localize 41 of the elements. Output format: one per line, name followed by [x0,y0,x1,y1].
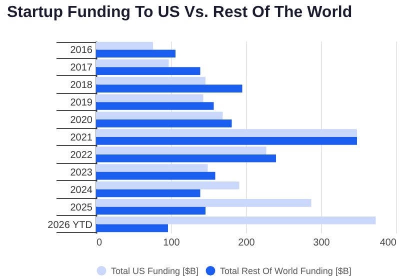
bar [96,120,232,128]
bar [96,112,223,120]
legend-label: Total Rest Of World Funding [$B] [220,266,352,276]
bar [96,84,242,92]
x-tick-label: 400 [380,238,397,248]
bar [96,154,276,162]
bar [96,206,206,215]
bar [96,146,266,154]
y-tick-label: 2020 [70,115,93,126]
y-tick-label: 2021 [70,132,93,144]
bar [96,129,357,137]
y-tick-label: 2023 [70,167,93,178]
bar [96,42,153,50]
y-tick-label: 2026 YTD [48,220,92,231]
x-tick-label: 200 [238,238,256,248]
bar [96,189,200,198]
chart-title: Startup Funding To US Vs. Rest Of The World [6,4,352,21]
y-tick-label: 2017 [70,62,93,74]
y-tick-label: 2018 [70,80,93,92]
y-tick-label: 2022 [70,150,93,161]
bar [96,76,206,85]
bar [96,182,240,190]
bar [96,94,204,102]
bar [96,137,357,145]
bar [96,199,312,207]
bar [96,224,168,232]
x-tick-label: 100 [163,238,180,248]
bar [96,172,216,180]
x-tick-label: 300 [313,238,330,248]
bar [96,59,169,68]
bar [96,50,176,58]
y-tick-label: 2024 [70,184,93,196]
bar [96,67,200,75]
bar [96,164,208,172]
bar [96,216,376,224]
x-tick-label: 0 [96,238,102,248]
y-tick-label: 2016 [70,45,93,56]
y-tick-label: 2025 [70,202,93,214]
y-tick-label: 2019 [70,98,93,109]
legend-label: Total US Funding [$B] [111,266,199,276]
bar [96,102,214,110]
